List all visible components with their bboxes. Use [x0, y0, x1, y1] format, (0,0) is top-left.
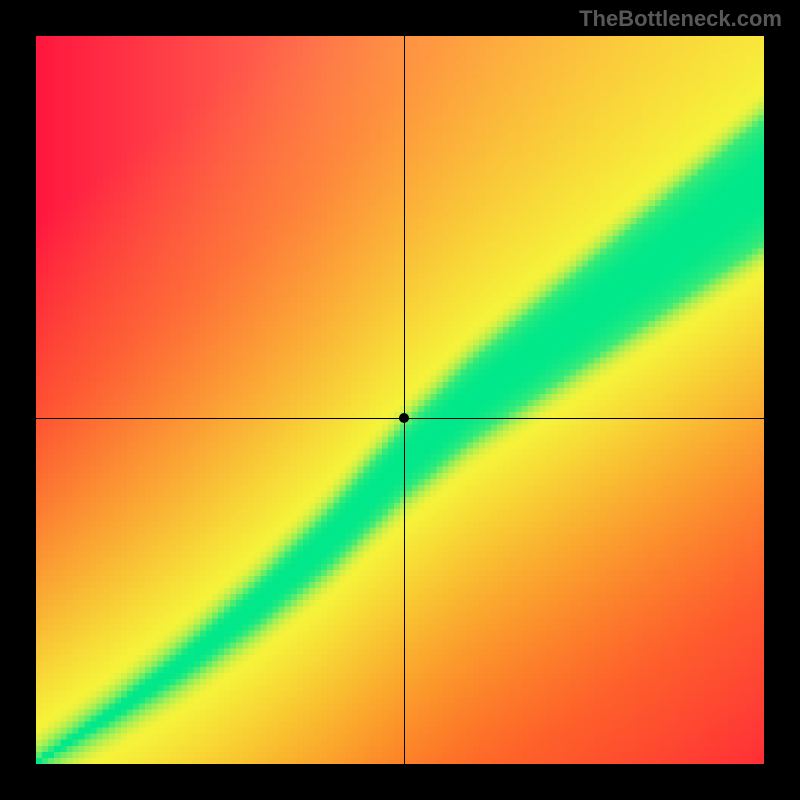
heatmap-canvas	[36, 36, 764, 764]
watermark-text: TheBottleneck.com	[579, 6, 782, 32]
selection-marker	[399, 413, 409, 423]
plot-area	[36, 36, 764, 764]
crosshair-vertical	[404, 36, 405, 764]
